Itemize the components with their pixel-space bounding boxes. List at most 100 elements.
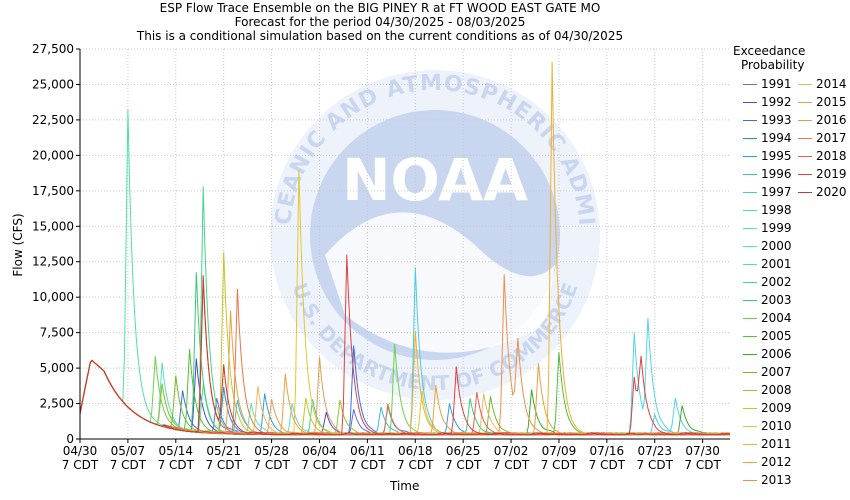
- legend-label: 2014: [816, 77, 847, 91]
- legend-item-2019: 2019: [798, 165, 847, 183]
- legend-swatch: [743, 263, 757, 265]
- legend-item-1998: 1998: [743, 201, 792, 219]
- legend-swatch: [798, 191, 812, 193]
- legend-swatch: [743, 299, 757, 301]
- x-tick-label-date: 07/16: [590, 444, 625, 458]
- chart-title: ESP Flow Trace Ensemble on the BIG PINEY…: [159, 1, 601, 15]
- legend-title-line1: Exceedance: [733, 44, 806, 58]
- legend-item-2000: 2000: [743, 237, 792, 255]
- x-tick-label-date: 07/30: [685, 444, 720, 458]
- legend-label: 2001: [761, 257, 792, 271]
- legend-label: 2018: [816, 149, 847, 163]
- legend-label: 1999: [761, 221, 792, 235]
- legend-item-1999: 1999: [743, 219, 792, 237]
- legend-swatch: [743, 443, 757, 445]
- legend-item-2016: 2016: [798, 111, 847, 129]
- legend-label: 2002: [761, 275, 792, 289]
- chart-title-block: ESP Flow Trace Ensemble on the BIG PINEY…: [0, 1, 760, 43]
- legend-column-2: 2014 2015 2016 2017 2018 2019 2020: [798, 75, 847, 201]
- x-tick-label-time: 7 CDT: [589, 458, 626, 472]
- legend-item-2004: 2004: [743, 309, 792, 327]
- x-tick-label-time: 7 CDT: [349, 458, 386, 472]
- legend-label: 1991: [761, 77, 792, 91]
- legend-swatch: [743, 479, 757, 481]
- y-tick-label: 25,000: [32, 77, 74, 91]
- x-tick-label-date: 07/23: [637, 444, 672, 458]
- legend-item-2012: 2012: [743, 453, 792, 471]
- legend-swatch: [798, 119, 812, 121]
- legend-swatch: [743, 173, 757, 175]
- y-tick-label: 20,000: [32, 148, 74, 162]
- x-axis-label: Time: [390, 479, 420, 493]
- legend-label: 2006: [761, 347, 792, 361]
- legend-swatch: [798, 83, 812, 85]
- legend-label: 2009: [761, 401, 792, 415]
- y-tick-label: 15,000: [32, 219, 74, 233]
- legend-item-1995: 1995: [743, 147, 792, 165]
- legend-item-2018: 2018: [798, 147, 847, 165]
- legend-label: 2011: [761, 437, 792, 451]
- legend-item-2008: 2008: [743, 381, 792, 399]
- x-tick-label-date: 04/30: [63, 444, 98, 458]
- legend-item-2014: 2014: [798, 75, 847, 93]
- legend-swatch: [798, 137, 812, 139]
- x-tick-label-time: 7 CDT: [397, 458, 434, 472]
- legend-item-1993: 1993: [743, 111, 792, 129]
- legend-swatch: [743, 389, 757, 391]
- legend-item-2005: 2005: [743, 327, 792, 345]
- legend-swatch: [798, 173, 812, 175]
- legend-item-2006: 2006: [743, 345, 792, 363]
- legend-label: 2020: [816, 185, 847, 199]
- legend-swatch: [798, 155, 812, 157]
- legend-label: 1993: [761, 113, 792, 127]
- legend-item-2001: 2001: [743, 255, 792, 273]
- legend-item-2017: 2017: [798, 129, 847, 147]
- y-tick-label: 10,000: [32, 290, 74, 304]
- x-tick-label-date: 06/11: [350, 444, 385, 458]
- legend-label: 2016: [816, 113, 847, 127]
- legend-label: 2000: [761, 239, 792, 253]
- legend-swatch: [743, 119, 757, 121]
- y-tick-label: 7,500: [40, 326, 74, 340]
- legend-swatch: [743, 281, 757, 283]
- legend-label: 2007: [761, 365, 792, 379]
- y-tick-label: 5,000: [40, 361, 74, 375]
- legend-swatch: [743, 191, 757, 193]
- x-tick-label-time: 7 CDT: [493, 458, 530, 472]
- chart-series: [80, 61, 730, 436]
- x-tick-label-date: 06/04: [302, 444, 337, 458]
- legend-item-2009: 2009: [743, 399, 792, 417]
- chart-subtitle-conditions: This is a conditional simulation based o…: [136, 29, 624, 43]
- legend-swatch: [743, 227, 757, 229]
- legend-swatch: [743, 101, 757, 103]
- legend-swatch: [743, 353, 757, 355]
- x-tick-label-time: 7 CDT: [684, 458, 721, 472]
- x-tick-label-time: 7 CDT: [205, 458, 242, 472]
- x-tick-label-date: 06/25: [446, 444, 481, 458]
- legend-label: 1998: [761, 203, 792, 217]
- legend-swatch: [743, 245, 757, 247]
- x-tick-label-time: 7 CDT: [158, 458, 195, 472]
- legend-swatch: [743, 335, 757, 337]
- legend-label: 2008: [761, 383, 792, 397]
- legend-item-2003: 2003: [743, 291, 792, 309]
- chart-legend: Exceedance Probability 1991 1992 1993 1994 1…: [733, 44, 850, 487]
- legend-label: 2012: [761, 455, 792, 469]
- x-tick-label-date: 07/09: [542, 444, 577, 458]
- x-tick-label-date: 06/18: [398, 444, 433, 458]
- legend-swatch: [743, 317, 757, 319]
- legend-item-1992: 1992: [743, 93, 792, 111]
- legend-title: Exceedance Probability: [733, 44, 850, 72]
- x-tick-label-time: 7 CDT: [253, 458, 290, 472]
- x-tick-label-time: 7 CDT: [301, 458, 338, 472]
- y-tick-label: 27,500: [32, 42, 74, 56]
- x-tick-label-date: 05/14: [158, 444, 193, 458]
- legend-item-2010: 2010: [743, 417, 792, 435]
- x-tick-label-time: 7 CDT: [110, 458, 147, 472]
- x-tick-label-time: 7 CDT: [541, 458, 578, 472]
- legend-swatch: [743, 155, 757, 157]
- x-tick-label-date: 07/02: [494, 444, 529, 458]
- legend-item-2011: 2011: [743, 435, 792, 453]
- y-tick-label: 12,500: [32, 255, 74, 269]
